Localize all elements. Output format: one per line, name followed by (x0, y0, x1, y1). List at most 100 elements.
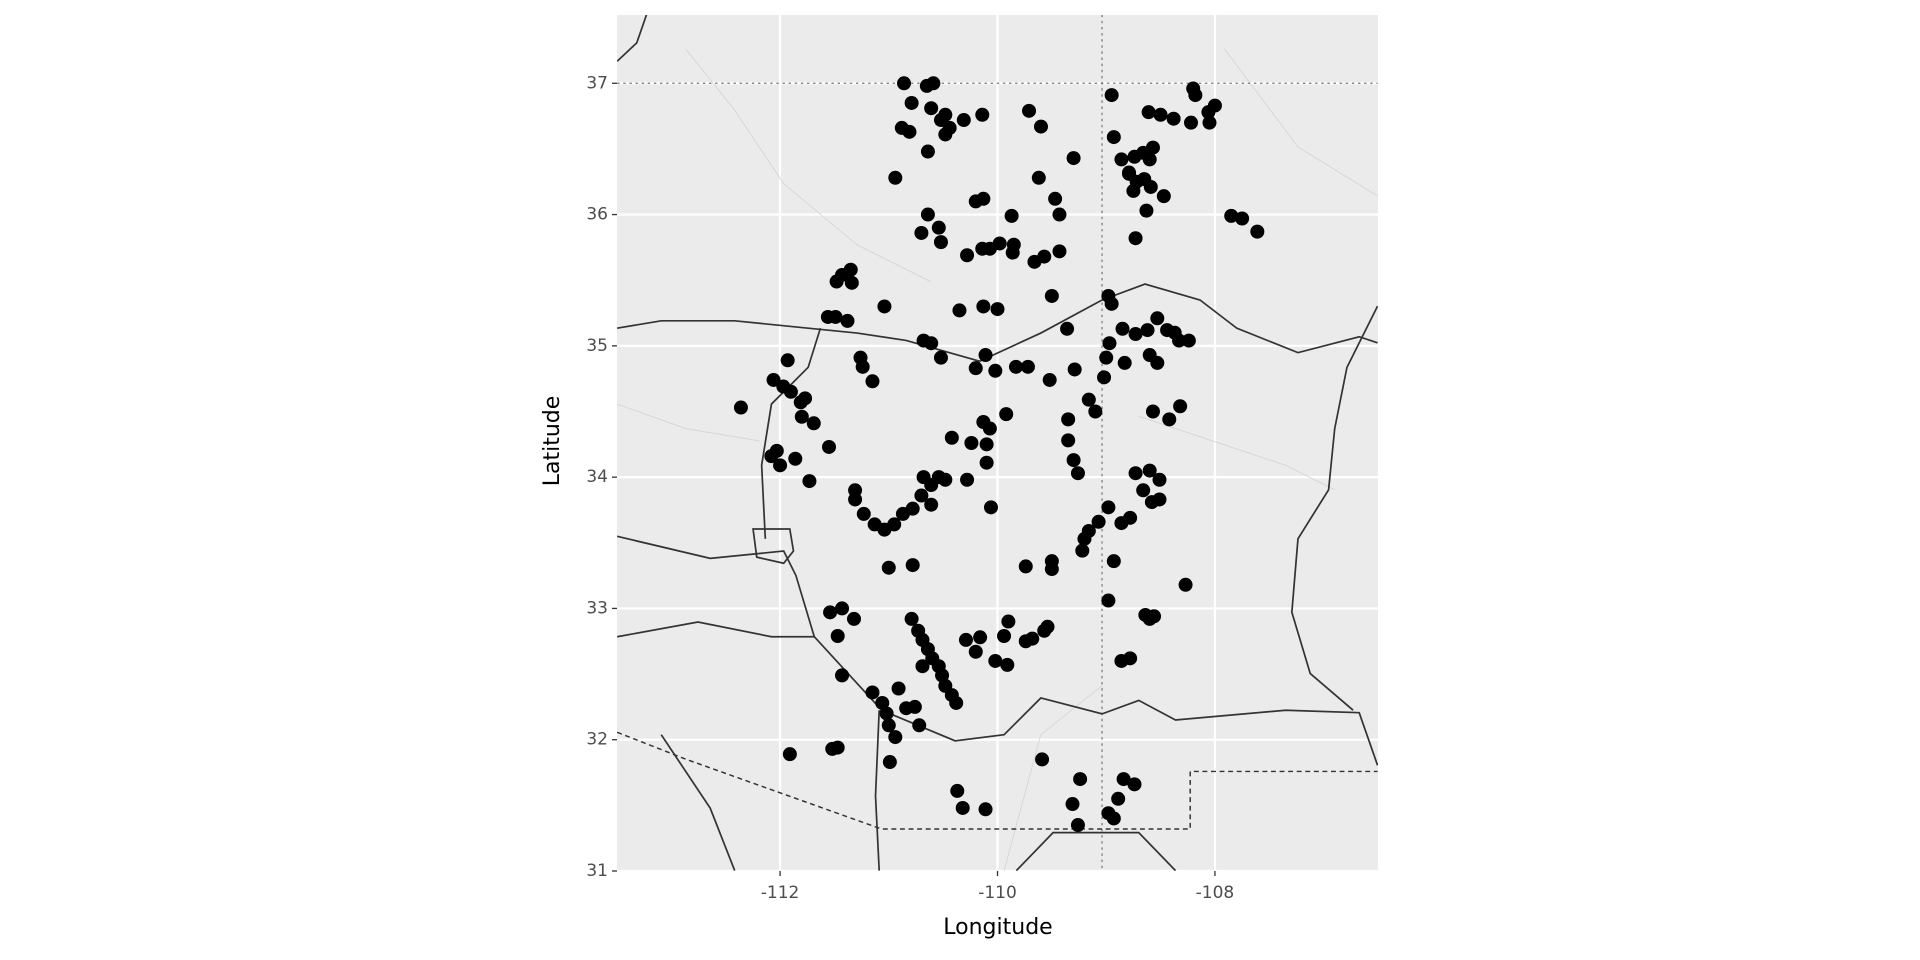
point (1142, 611, 1157, 626)
point (1042, 372, 1057, 387)
county-line (685, 48, 931, 283)
point (1020, 359, 1035, 374)
point (905, 501, 920, 516)
point (823, 605, 838, 620)
county-line (617, 15, 648, 62)
point (1052, 207, 1067, 222)
point (1173, 399, 1188, 414)
point (933, 235, 948, 250)
point (938, 127, 953, 142)
point (828, 309, 843, 324)
point (769, 443, 784, 458)
x-axis-title: Longitude (943, 915, 1052, 940)
county-line (760, 327, 822, 539)
y-tick-label: 35 (586, 336, 608, 356)
point (897, 76, 912, 91)
point (1207, 98, 1222, 113)
point (1077, 531, 1092, 546)
point (1106, 130, 1121, 145)
point (976, 299, 991, 314)
point (958, 632, 973, 647)
x-tick-label: -108 (1196, 883, 1235, 903)
point (1075, 543, 1090, 558)
point (1166, 111, 1181, 126)
point (881, 560, 896, 575)
point (1037, 249, 1052, 264)
point (887, 517, 902, 532)
point (1104, 296, 1119, 311)
point (1142, 152, 1157, 167)
point (1128, 466, 1143, 481)
point (979, 455, 994, 470)
point (960, 248, 975, 263)
point (1128, 327, 1143, 342)
point (780, 353, 795, 368)
point (960, 472, 975, 487)
point (983, 500, 998, 515)
point (1117, 355, 1132, 370)
point (938, 472, 953, 487)
county-line (874, 710, 881, 871)
point (888, 730, 903, 745)
point (1008, 359, 1023, 374)
county-line (1003, 685, 1103, 871)
point (1067, 362, 1082, 377)
point (924, 336, 939, 351)
point (821, 439, 836, 454)
point (1018, 559, 1033, 574)
point (782, 747, 797, 762)
point (949, 695, 964, 710)
point (1052, 244, 1067, 259)
point (1139, 203, 1154, 218)
point (1126, 183, 1141, 198)
point (976, 191, 991, 206)
point (830, 628, 845, 643)
point (733, 400, 748, 415)
basemap (617, 15, 1378, 871)
point (882, 755, 897, 770)
point (844, 275, 859, 290)
y-tick-label: 34 (586, 467, 608, 487)
point (920, 207, 935, 222)
point (924, 497, 939, 512)
point (865, 374, 880, 389)
point (1202, 115, 1217, 130)
point (1000, 657, 1015, 672)
county-line (752, 528, 795, 565)
point (783, 384, 798, 399)
point (855, 359, 870, 374)
point (944, 430, 959, 445)
point (907, 699, 922, 714)
point (990, 302, 1005, 317)
point (916, 470, 931, 485)
point (1114, 516, 1129, 531)
point (1140, 323, 1155, 338)
point (835, 668, 850, 683)
county-line (617, 621, 815, 638)
point (931, 220, 946, 235)
point (1136, 483, 1151, 498)
point (829, 274, 844, 289)
point (1184, 115, 1199, 130)
point (802, 474, 817, 489)
point (973, 630, 988, 645)
point (1097, 370, 1112, 385)
point (924, 101, 939, 116)
point (1040, 619, 1055, 634)
axes: -112 -110 -108 31 32 33 34 35 36 37 (586, 73, 1234, 903)
county-line (1224, 48, 1378, 197)
point (1116, 772, 1131, 787)
county-line (617, 283, 1378, 363)
point (1122, 165, 1137, 180)
point (835, 601, 850, 616)
point (1141, 105, 1156, 120)
point (956, 113, 971, 128)
point (1128, 231, 1143, 246)
point (879, 706, 894, 721)
point (1088, 404, 1103, 419)
point (1022, 103, 1037, 118)
point (1035, 752, 1050, 767)
point (926, 76, 941, 91)
point (905, 558, 920, 573)
y-tick-label: 36 (586, 205, 608, 225)
